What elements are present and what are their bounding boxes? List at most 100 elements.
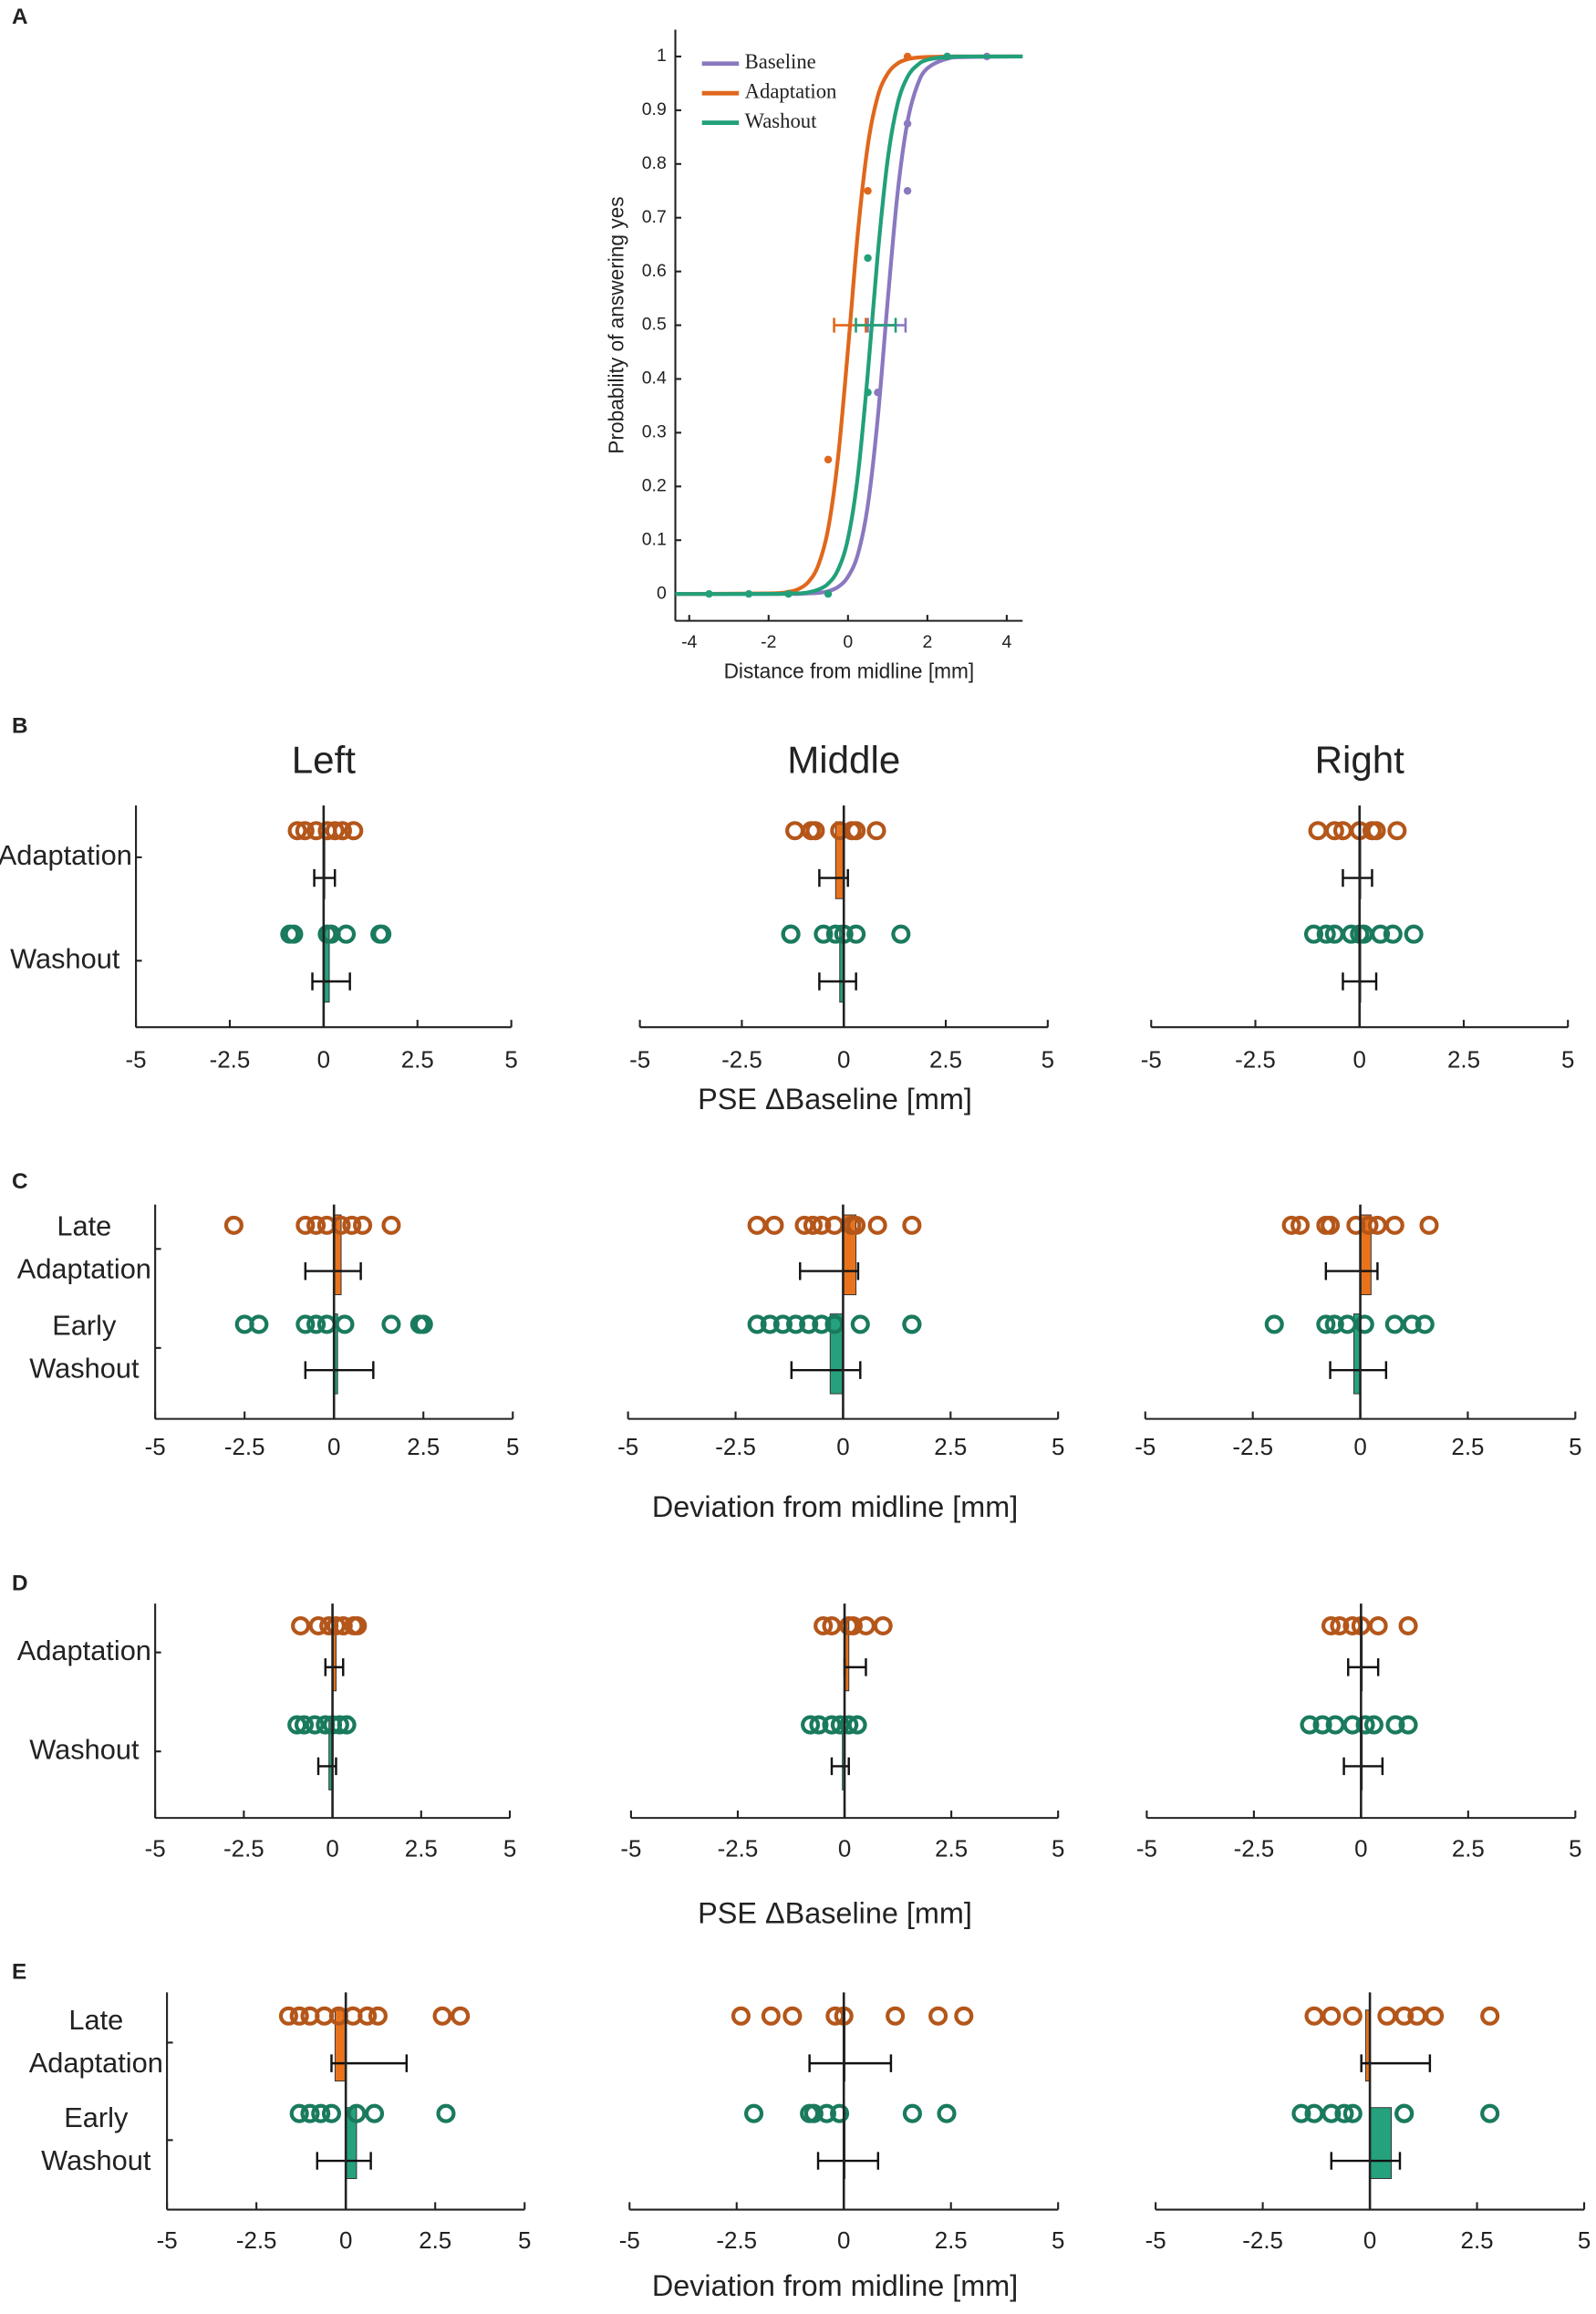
data-point: [335, 1314, 355, 1334]
x-tick-label: -5: [1141, 1047, 1162, 1073]
data-point: [1312, 1715, 1332, 1735]
data-point: [864, 187, 872, 195]
x-tick-label: 0: [339, 2228, 352, 2254]
data-point: [294, 1715, 315, 1735]
data-point: [1290, 1215, 1311, 1235]
x-tick-label: 0: [836, 1435, 849, 1460]
data-point: [1383, 924, 1403, 944]
error-bar: [816, 2152, 880, 2170]
data-point: [342, 1215, 362, 1235]
legend-label: Washout: [745, 109, 817, 132]
data-point: [902, 1314, 922, 1334]
data-point: [1394, 2006, 1415, 2026]
data-point: [289, 2103, 309, 2123]
data-point: [816, 2103, 836, 2123]
x-tick-label: 0: [317, 1047, 330, 1073]
data-point: [764, 1215, 784, 1235]
data-point: [1377, 2006, 1397, 2026]
data-point: [814, 1615, 834, 1636]
data-point: [300, 2103, 320, 2123]
x-tick-label: 4: [1001, 632, 1011, 652]
error-bar: [790, 1361, 862, 1379]
x-axis-label: Deviation from midline [mm]: [652, 1490, 1018, 1523]
x-tick-label: -2.5: [716, 2228, 757, 2254]
data-point: [436, 2103, 456, 2123]
data-point: [824, 455, 833, 464]
x-tick-label: -2.5: [1234, 1837, 1275, 1863]
x-tick-label: 2.5: [1447, 1047, 1480, 1073]
data-point: [782, 2006, 803, 2026]
data-point: [1398, 1615, 1418, 1636]
error-bar: [1342, 868, 1373, 887]
data-point: [937, 2103, 957, 2123]
y-tick-label: 0: [657, 583, 667, 603]
data-point: [287, 1715, 307, 1735]
y-tick-label: 0.9: [642, 99, 667, 119]
data-point: [287, 821, 307, 841]
error-bar: [324, 1658, 345, 1676]
data-point: [772, 1314, 793, 1334]
data-point: [295, 1215, 316, 1235]
data-point: [1415, 1314, 1435, 1334]
y-tick-label: 0.5: [642, 315, 667, 335]
data-point: [814, 924, 834, 944]
panel-label: E: [12, 1960, 26, 1985]
data-point: [812, 1314, 832, 1334]
data-point: [873, 1615, 893, 1636]
x-tick-label: -2.5: [721, 1047, 762, 1073]
x-tick-label: -2.5: [224, 1435, 265, 1460]
x-tick-label: 5: [1052, 1837, 1064, 1863]
data-point: [1368, 1615, 1388, 1636]
data-point: [1480, 2103, 1500, 2123]
error-bar: [799, 1261, 860, 1281]
y-tick-label: 1: [657, 46, 667, 66]
data-point: [1354, 1314, 1374, 1334]
x-tick-label: -2.5: [715, 1435, 756, 1460]
data-point: [886, 2006, 906, 2026]
data-point: [1363, 1715, 1384, 1735]
x-tick-label: -5: [145, 1435, 166, 1460]
x-axis-label: PSE ΔBaseline [mm]: [698, 1083, 972, 1115]
error-bar: [830, 1757, 850, 1776]
panel-label: B: [12, 714, 28, 739]
data-point: [1371, 924, 1391, 944]
x-tick-label: 5: [1561, 1047, 1574, 1073]
row-label: Adaptation: [0, 839, 132, 871]
error-bar: [1330, 2152, 1402, 2170]
data-point: [347, 1615, 368, 1636]
data-point: [760, 1314, 780, 1334]
x-tick-label: 5: [1578, 2228, 1591, 2254]
y-tick-label: 0.4: [642, 368, 667, 389]
x-tick-label: 5: [1569, 1435, 1581, 1460]
data-point: [761, 2006, 781, 2026]
row-label: Adaptation: [17, 1253, 151, 1285]
x-tick-label: -2.5: [236, 2228, 277, 2254]
data-point: [1366, 821, 1386, 841]
data-point: [332, 821, 352, 841]
data-point: [799, 1314, 819, 1334]
x-tick-label: -5: [1145, 2228, 1166, 2254]
column-title: Left: [292, 738, 357, 781]
data-point: [781, 924, 801, 944]
y-tick-label: 0.7: [642, 207, 667, 227]
data-point: [1394, 2103, 1415, 2123]
x-tick-label: 0: [326, 1837, 338, 1863]
row-label: Adaptation: [17, 1634, 151, 1666]
x-tick-label: -2.5: [210, 1047, 251, 1073]
data-point: [325, 821, 345, 841]
x-tick-label: 0: [838, 1837, 851, 1863]
x-tick-label: 2.5: [935, 2228, 968, 2254]
data-point: [903, 187, 912, 195]
x-tick-label: 5: [503, 1837, 516, 1863]
x-tick-label: -5: [126, 1047, 147, 1073]
data-point: [785, 821, 805, 841]
x-tick-label: 5: [1042, 1047, 1054, 1073]
panel-label: A: [12, 5, 28, 29]
data-point: [1316, 1314, 1336, 1334]
data-point: [1324, 821, 1344, 841]
data-point: [809, 1715, 829, 1735]
x-tick-label: 0: [837, 1047, 850, 1073]
data-point: [1346, 1215, 1366, 1235]
x-tick-label: 2.5: [934, 1435, 967, 1460]
